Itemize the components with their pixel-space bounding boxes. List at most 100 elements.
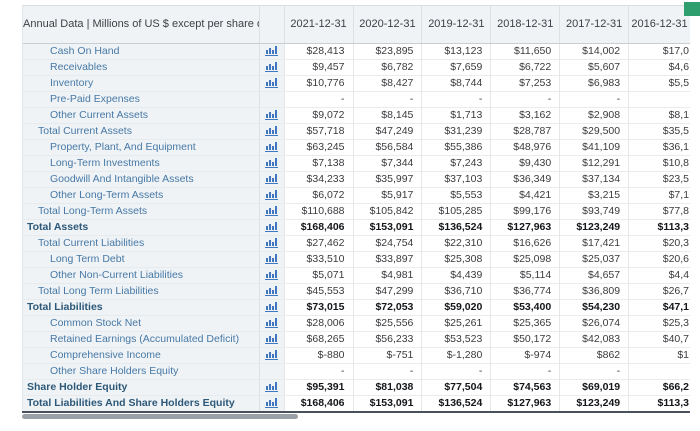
chart-icon-cell[interactable]	[258, 204, 284, 220]
chart-icon-cell[interactable]	[258, 300, 284, 316]
chart-icon-cell[interactable]	[258, 348, 284, 364]
value-cell: $55,386	[421, 140, 491, 156]
value-cell: $8,145	[352, 108, 422, 124]
value-cell: $81,038	[352, 380, 422, 396]
row-label[interactable]: Total Liabilities And Share Holders Equi…	[23, 396, 259, 412]
table-row: Property, Plant, And Equipment $63,245 $56…	[23, 140, 690, 156]
row-label[interactable]: Comprehensive Income	[23, 348, 259, 364]
table-bottom-border	[22, 411, 690, 413]
value-cell: $7,138	[283, 156, 353, 172]
chart-icon-cell[interactable]	[258, 252, 284, 268]
row-label[interactable]: Goodwill And Intangible Assets	[23, 172, 259, 188]
row-label[interactable]: Total Current Liabilities	[23, 236, 259, 252]
bar-chart-icon[interactable]	[265, 301, 279, 312]
chart-icon-cell[interactable]	[258, 60, 284, 76]
value-cell: $5,114	[490, 268, 560, 284]
value-cell: -	[559, 92, 629, 108]
value-cell: $95,391	[283, 380, 353, 396]
row-label[interactable]: Total Liabilities	[23, 300, 259, 316]
bar-chart-icon[interactable]	[265, 173, 279, 184]
table-title: Annual Data | Millions of US $ except pe…	[23, 18, 259, 30]
row-label[interactable]: Long Term Debt	[23, 252, 259, 268]
bar-chart-icon[interactable]	[265, 349, 279, 360]
row-label[interactable]: Retained Earnings (Accumulated Deficit)	[23, 332, 259, 348]
row-label[interactable]: Other Current Assets	[23, 108, 259, 124]
bar-chart-icon[interactable]	[265, 269, 279, 280]
chart-icon-cell[interactable]	[258, 236, 284, 252]
value-cell: $25,308	[421, 252, 491, 268]
row-label[interactable]: Share Holder Equity	[23, 380, 259, 396]
chart-icon-cell[interactable]	[258, 380, 284, 396]
bar-chart-icon[interactable]	[265, 141, 279, 152]
bar-chart-icon[interactable]	[265, 205, 279, 216]
row-label[interactable]: Total Current Assets	[23, 124, 259, 140]
bar-chart-icon[interactable]	[265, 317, 279, 328]
bar-chart-icon[interactable]	[265, 237, 279, 248]
bar-chart-icon[interactable]	[265, 77, 279, 88]
row-label[interactable]: Total Long-Term Assets	[23, 204, 259, 220]
bar-chart-icon[interactable]	[265, 333, 279, 344]
chart-icon-cell[interactable]	[258, 76, 284, 92]
value-cell: $36,774	[490, 284, 560, 300]
row-label[interactable]: Long-Term Investments	[23, 156, 259, 172]
bar-chart-icon[interactable]	[265, 397, 279, 408]
chart-icon-cell[interactable]	[258, 284, 284, 300]
horizontal-scrollbar-thumb[interactable]	[22, 414, 298, 419]
chart-icon-cell[interactable]	[258, 44, 284, 60]
value-cell: $17,421	[559, 236, 629, 252]
chart-icon-cell[interactable]	[258, 156, 284, 172]
bar-chart-icon[interactable]	[265, 109, 279, 120]
value-cell: $36,710	[421, 284, 491, 300]
value-cell: $77,504	[421, 380, 491, 396]
row-label[interactable]: Pre-Paid Expenses	[23, 92, 259, 108]
bar-chart-icon[interactable]	[265, 221, 279, 232]
row-label[interactable]: Receivables	[23, 60, 259, 76]
bar-chart-icon[interactable]	[265, 189, 279, 200]
value-cell: $47,1	[628, 300, 690, 316]
row-label[interactable]: Common Stock Net	[23, 316, 259, 332]
row-label[interactable]: Property, Plant, And Equipment	[23, 140, 259, 156]
bar-chart-icon[interactable]	[265, 253, 279, 264]
chart-icon-cell[interactable]	[258, 332, 284, 348]
row-label[interactable]: Other Share Holders Equity	[23, 364, 259, 380]
row-label[interactable]: Other Long-Term Assets	[23, 188, 259, 204]
chart-icon-cell[interactable]	[258, 188, 284, 204]
value-cell: $72,053	[352, 300, 422, 316]
chart-icon-cell[interactable]	[258, 108, 284, 124]
bar-chart-icon[interactable]	[265, 157, 279, 168]
value-cell: $5,5	[628, 76, 690, 92]
row-label[interactable]: Total Long Term Liabilities	[23, 284, 259, 300]
chart-icon-cell[interactable]	[258, 268, 284, 284]
value-cell: $9,430	[490, 156, 560, 172]
table-row: Retained Earnings (Accumulated Deficit) $…	[23, 332, 690, 348]
chart-icon-cell[interactable]	[258, 220, 284, 236]
value-cell: $-974	[490, 348, 560, 364]
bar-chart-icon[interactable]	[265, 125, 279, 136]
bar-chart-icon[interactable]	[265, 381, 279, 392]
partial-green-button[interactable]	[684, 2, 700, 16]
row-label[interactable]: Inventory	[23, 76, 259, 92]
table-row: Total Assets $168,406 $153,091 $136,524 $127…	[23, 220, 690, 236]
bar-chart-icon[interactable]	[265, 285, 279, 296]
table-row: Other Share Holders Equity - - - - -	[23, 364, 690, 380]
value-cell: $54,230	[559, 300, 629, 316]
chart-icon-cell[interactable]	[258, 396, 284, 412]
value-cell: $168,406	[283, 220, 353, 236]
value-cell: $26,074	[559, 316, 629, 332]
row-label[interactable]: Total Assets	[23, 220, 259, 236]
chart-icon-cell[interactable]	[258, 316, 284, 332]
value-cell: $4,657	[559, 268, 629, 284]
table-row: Total Long Term Liabilities $45,553 $47,29…	[23, 284, 690, 300]
row-label[interactable]: Other Non-Current Liabilities	[23, 268, 259, 284]
value-cell: $5,553	[421, 188, 491, 204]
chart-icon-cell[interactable]	[258, 172, 284, 188]
row-label[interactable]: Cash On Hand	[23, 44, 259, 60]
value-cell: $127,963	[490, 220, 560, 236]
table-body: Cash On Hand $28,413 $23,895 $13,123 $11,650…	[23, 44, 690, 412]
bar-chart-icon[interactable]	[265, 61, 279, 72]
chart-icon-cell[interactable]	[258, 124, 284, 140]
table-row: Inventory $10,776 $8,427 $8,744 $7,253 $6,983…	[23, 76, 690, 92]
chart-icon-cell[interactable]	[258, 140, 284, 156]
value-cell: $77,8	[628, 204, 690, 220]
bar-chart-icon[interactable]	[265, 45, 279, 56]
